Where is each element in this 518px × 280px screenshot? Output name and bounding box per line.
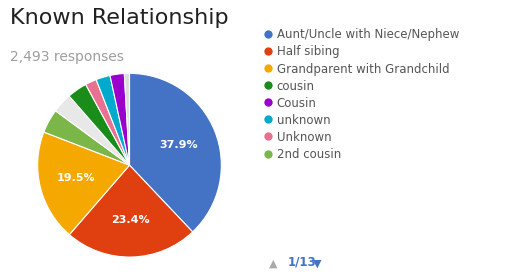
Legend: Aunt/Uncle with Niece/Nephew, Half sibing, Grandparent with Grandchild, cousin, : Aunt/Uncle with Niece/Nephew, Half sibin…	[265, 28, 459, 161]
Wedge shape	[55, 96, 130, 165]
Text: ▼: ▼	[313, 259, 322, 269]
Wedge shape	[110, 74, 130, 165]
Wedge shape	[44, 111, 130, 165]
Wedge shape	[85, 80, 130, 165]
Wedge shape	[130, 73, 221, 232]
Text: ▲: ▲	[269, 259, 278, 269]
Wedge shape	[69, 85, 130, 165]
Text: Known Relationship: Known Relationship	[10, 8, 229, 28]
Text: 1/13: 1/13	[287, 256, 316, 269]
Text: 23.4%: 23.4%	[111, 215, 150, 225]
Wedge shape	[124, 73, 130, 165]
Text: 37.9%: 37.9%	[160, 141, 198, 150]
Wedge shape	[96, 75, 130, 165]
Wedge shape	[69, 165, 193, 257]
Text: 19.5%: 19.5%	[56, 174, 95, 183]
Wedge shape	[38, 132, 130, 235]
Text: 2,493 responses: 2,493 responses	[10, 50, 124, 64]
